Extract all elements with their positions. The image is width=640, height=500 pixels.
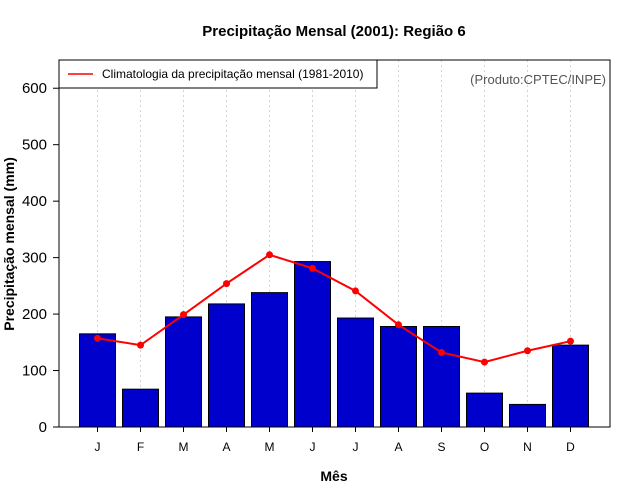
x-tick-label: J — [95, 440, 101, 454]
x-tick-label: N — [523, 440, 532, 454]
y-tick-label: 400 — [22, 193, 47, 210]
climatology-point-12 — [567, 337, 574, 345]
bar-series — [79, 261, 589, 428]
y-tick-label: 500 — [22, 137, 47, 154]
x-tick-label: F — [137, 440, 144, 454]
legend-entry-climatology: Climatologia da precipitação mensal (198… — [102, 67, 363, 81]
x-tick-label: M — [265, 440, 275, 454]
x-tick-label: A — [394, 440, 402, 454]
bar-9 — [423, 325, 460, 428]
climatology-point-2 — [137, 341, 144, 349]
bar-10 — [466, 392, 503, 428]
climatology-point-4 — [223, 280, 230, 288]
climatology-point-10 — [481, 358, 488, 366]
climatology-point-9 — [438, 348, 445, 356]
bar-2 — [122, 388, 159, 428]
x-tick-label: A — [222, 440, 230, 454]
y-axis-label: Precipitação mensal (mm) — [1, 157, 17, 331]
bar-7 — [337, 317, 374, 428]
bar-1 — [79, 333, 116, 428]
bar-4 — [208, 303, 245, 428]
bar-5 — [251, 292, 288, 428]
bar-3 — [165, 316, 202, 428]
climatology-point-11 — [524, 347, 531, 355]
bar-11 — [509, 403, 546, 428]
legend: Climatologia da precipitação mensal (198… — [58, 59, 378, 89]
climatology-point-7 — [352, 287, 359, 295]
y-tick-label: 200 — [22, 306, 47, 323]
climatology-line — [97, 253, 571, 364]
climatology-point-8 — [395, 321, 402, 329]
product-credit: (Produto:CPTEC/INPE) — [470, 72, 606, 87]
x-tick-label: D — [566, 440, 575, 454]
x-tick-label: J — [353, 440, 359, 454]
x-tick-label: M — [179, 440, 189, 454]
y-tick-label: 0 — [39, 419, 47, 436]
bar-12 — [552, 344, 589, 428]
x-axis-label: Mês — [320, 468, 347, 484]
bar-6 — [294, 261, 331, 428]
x-tick-label: O — [480, 440, 489, 454]
x-tick-label: J — [310, 440, 316, 454]
climatology-point-3 — [180, 311, 187, 319]
y-tick-label: 100 — [22, 363, 47, 380]
y-tick-label: 300 — [22, 250, 47, 267]
bar-8 — [380, 325, 417, 428]
legend-box — [58, 59, 378, 89]
y-tick-label: 600 — [22, 80, 47, 97]
climatology-point-5 — [266, 251, 273, 259]
climatology-point-1 — [94, 334, 101, 342]
x-tick-label: S — [437, 440, 445, 454]
chart-title: Precipitação Mensal (2001): Região 6 — [202, 23, 465, 40]
climatology-point-6 — [309, 264, 316, 272]
climatology-line-series — [94, 251, 574, 366]
y-axis: 0 100 200 300 400 500 600 — [22, 80, 59, 436]
